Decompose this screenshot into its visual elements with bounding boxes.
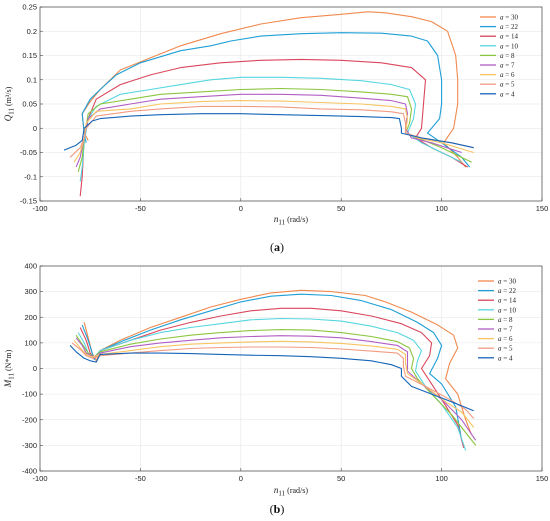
y-tick-label: -0.05 [20,148,37,157]
x-tick-label: 50 [337,204,345,213]
legend-label: a = 8 [498,316,513,324]
series-line-a-5 [69,105,474,158]
chart-1: -100 -50 0 50 100 150 -0.15 -0.1 -0.05 0 0.05 0.1 0.… [3,3,548,255]
legend-label: a = 5 [498,345,513,353]
series-line-a-4 [63,113,474,151]
y-tick-label: 0.25 [22,3,37,12]
series-line-a-30 [83,289,473,436]
y-tick-label: -300 [22,441,37,450]
y-tick-label: 0.2 [27,27,37,36]
x-axis-label: n11 (rad/s) [274,214,308,227]
y-axis-label: Q11 (m³/s) [3,86,16,121]
series-line-a-22 [81,32,471,168]
legend-label: a = 8 [500,52,515,60]
legend-label: a = 6 [498,335,513,343]
x-tick-label: -100 [32,204,47,213]
x-tick-label: 50 [337,474,345,483]
legend-label: a = 14 [500,33,518,41]
x-tick-label: 100 [435,204,448,213]
x-tick-label: -50 [135,204,146,213]
series-line-a-14 [79,307,465,449]
legend-label: a = 10 [498,306,516,314]
y-tick-label: 100 [24,338,37,347]
y-tick-label: -100 [22,390,37,399]
y-tick-label: 400 [24,262,37,271]
chart-2: -100 -50 0 50 100 150 -400 -300 -200 -100 0 100 200 3… [3,262,548,517]
x-tick-label: 0 [239,474,243,483]
figure-caption: (b) [270,502,285,516]
y-tick-label: -0.1 [24,172,37,181]
y-tick-label: -200 [22,415,37,424]
series-line-a-7 [75,93,462,168]
figure-caption: (a) [270,240,284,254]
y-tick-label: 0.1 [27,75,37,84]
y-tick-label: 0 [33,124,37,133]
legend: a = 30a = 22 a = 14a = 10 a = 8 a = 7a = 6 a… [478,278,516,362]
x-tick-label: -50 [135,474,146,483]
x-tick-label: 150 [536,204,549,213]
legend: a = 30a = 22 a = 14a = 10 a = 8 a = 7a = 6 a… [480,14,518,98]
series-line-a-10 [79,76,462,182]
x-tick-label: 150 [536,474,549,483]
legend-label: a = 6 [500,71,515,79]
y-tick-label: -0.15 [20,197,37,206]
series-line-a-10 [77,317,467,451]
y-tick-label: 0.05 [22,100,37,109]
y-tick-label: 300 [24,287,37,296]
legend-label: a = 30 [498,278,516,286]
x-tick-label: -100 [32,474,47,483]
legend-label: a = 14 [498,297,516,305]
legend-label: a = 4 [498,354,513,362]
series-line-a-6 [73,100,474,163]
y-tick-label: 0.15 [22,51,37,60]
series-line-a-6 [73,339,475,428]
x-tick-label: 100 [435,474,448,483]
legend-label: a = 22 [500,23,518,31]
y-tick-label: -400 [22,467,37,476]
legend-label: a = 30 [500,14,518,22]
y-tick-label: 200 [24,313,37,322]
series-line-a-22 [81,293,463,441]
y-axis-label: M11 (N*m) [3,349,16,388]
x-tick-label: 0 [239,204,243,213]
series-line-a-4 [69,345,474,412]
x-axis-label: n11 (rad/s) [274,485,308,498]
legend-label: a = 22 [498,287,516,295]
legend-label: a = 5 [500,81,515,89]
legend-label: a = 10 [500,42,518,50]
y-tick-label: 0 [33,364,37,373]
legend-label: a = 4 [500,90,515,98]
legend-label: a = 7 [498,326,513,334]
legend-label: a = 7 [500,62,515,70]
series-line-a-5 [71,342,475,419]
